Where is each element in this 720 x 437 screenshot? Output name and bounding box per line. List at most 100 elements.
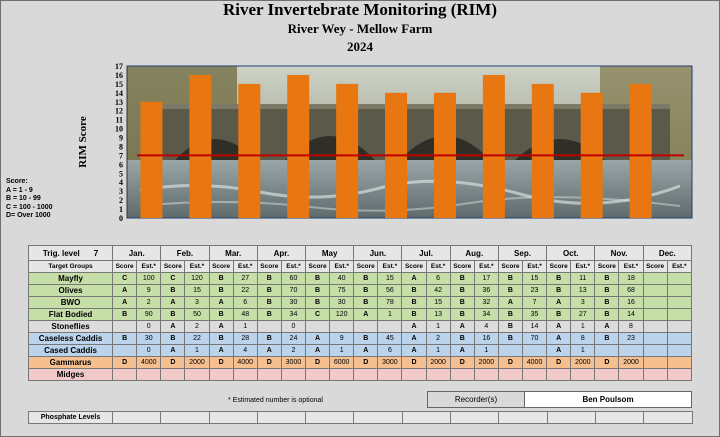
score-cell: A <box>497 296 524 309</box>
score-cell: D <box>401 356 427 369</box>
score-cell: B <box>497 308 524 321</box>
score-cell <box>256 368 282 381</box>
estimate-cell: 4000 <box>232 356 258 369</box>
target-group-name: BWO <box>27 296 114 309</box>
estimate-cell: 120 <box>329 308 355 321</box>
score-cell <box>642 296 668 309</box>
score-cell: B <box>256 332 282 345</box>
score-cell: A <box>449 344 475 357</box>
estimate-cell: 16 <box>618 296 644 309</box>
target-group-name: Mayfly <box>27 272 114 285</box>
page-title: River Invertebrate Monitoring (RIM) <box>223 0 497 19</box>
score-cell: B <box>449 308 475 321</box>
score-cell: A <box>449 320 475 333</box>
score-cell: A <box>546 296 572 309</box>
estimate-cell: 1 <box>329 344 355 357</box>
month-header: Jan. <box>112 245 162 261</box>
estimate-cell <box>377 368 403 381</box>
score-cell: D <box>449 356 475 369</box>
photo-background <box>127 66 692 218</box>
estimate-cell: 70 <box>280 284 307 297</box>
estimate-cell <box>329 368 355 381</box>
score-cell: A <box>256 344 282 357</box>
score-column-header: Score <box>160 260 186 273</box>
month-header: Aug. <box>449 245 499 261</box>
score-cell: C <box>112 272 138 285</box>
estimate-cell: 100 <box>136 272 162 285</box>
table-row: Mayfly C 100 C 120 B 27 B 60 B 40 B 15 A 6 B 17 B 15 B 11 B 18 <box>27 272 693 285</box>
estimate-cell <box>280 368 307 381</box>
score-legend-line: Score: <box>6 178 28 185</box>
score-cell <box>642 272 668 285</box>
estimate-cell: 2 <box>425 332 451 345</box>
estimate-cell: 30 <box>136 332 162 345</box>
estimate-cell: 27 <box>570 308 596 321</box>
score-cell: B <box>497 320 524 333</box>
recorder-label: Recorder(s) <box>427 391 525 408</box>
estimate-cell <box>473 368 499 381</box>
month-header: Sep. <box>497 245 548 261</box>
estimate-cell: 3000 <box>377 356 403 369</box>
phosphate-cell <box>353 411 403 424</box>
estimate-cell: 3 <box>570 296 596 309</box>
score-legend-line: B = 10 - 99 <box>6 195 41 203</box>
score-column-header: Score <box>642 260 668 273</box>
trig-level-label: Trig. level <box>42 248 80 258</box>
score-cell: B <box>353 296 379 309</box>
estimate-cell <box>425 368 451 381</box>
y-tick-label: 4 <box>119 178 123 187</box>
estimate-column-header: Est.* <box>425 260 451 273</box>
score-cell: B <box>112 308 138 321</box>
y-tick-label: 3 <box>119 187 123 196</box>
score-cell: A <box>546 344 572 357</box>
estimate-cell: 17 <box>473 272 499 285</box>
month-header: Feb. <box>160 245 210 261</box>
estimate-cell <box>666 296 693 309</box>
phosphate-cell <box>256 411 307 424</box>
estimate-cell <box>666 284 693 297</box>
score-cell: B <box>353 284 379 297</box>
score-cell: B <box>401 284 427 297</box>
score-cell <box>594 344 620 357</box>
estimate-cell: 1 <box>232 320 258 333</box>
table-row: Midges <box>27 368 693 381</box>
score-cell: B <box>401 308 427 321</box>
phosphate-cell <box>208 411 258 424</box>
score-cell: D <box>546 356 572 369</box>
estimate-cell: 120 <box>184 272 210 285</box>
month-header: Dec. <box>642 245 693 261</box>
estimate-column-header: Est.* <box>666 260 693 273</box>
estimate-cell: 60 <box>280 272 307 285</box>
score-legend-line: C = 100 - 1000 <box>6 203 53 211</box>
score-cell: C <box>160 272 186 285</box>
score-cell: B <box>256 272 282 285</box>
estimate-cell: 15 <box>425 296 451 309</box>
estimate-cell: 32 <box>473 296 499 309</box>
estimate-cell: 2000 <box>425 356 451 369</box>
y-tick-label: 0 <box>119 214 123 223</box>
bar-sep <box>531 83 554 218</box>
month-header: Jun. <box>353 245 403 261</box>
estimate-cell: 2 <box>184 320 210 333</box>
estimate-cell: 15 <box>521 272 548 285</box>
estimate-cell: 13 <box>570 284 596 297</box>
estimate-cell: 78 <box>377 296 403 309</box>
estimate-cell: 4000 <box>521 356 548 369</box>
score-cell: A <box>112 296 138 309</box>
y-tick-label: 13 <box>115 98 123 107</box>
score-cell: D <box>160 356 186 369</box>
score-cell <box>353 320 379 333</box>
score-cell: B <box>546 284 572 297</box>
estimate-cell: 36 <box>473 284 499 297</box>
score-cell <box>112 368 138 381</box>
estimate-cell: 16 <box>473 332 499 345</box>
bar-may <box>336 83 359 218</box>
estimate-cell: 48 <box>232 308 258 321</box>
estimate-cell <box>329 320 355 333</box>
score-cell <box>497 344 524 357</box>
estimate-column-header: Est.* <box>329 260 355 273</box>
estimate-cell <box>666 344 693 357</box>
score-cell: A <box>304 344 331 357</box>
score-cell: B <box>208 272 234 285</box>
estimate-cell <box>136 368 162 381</box>
